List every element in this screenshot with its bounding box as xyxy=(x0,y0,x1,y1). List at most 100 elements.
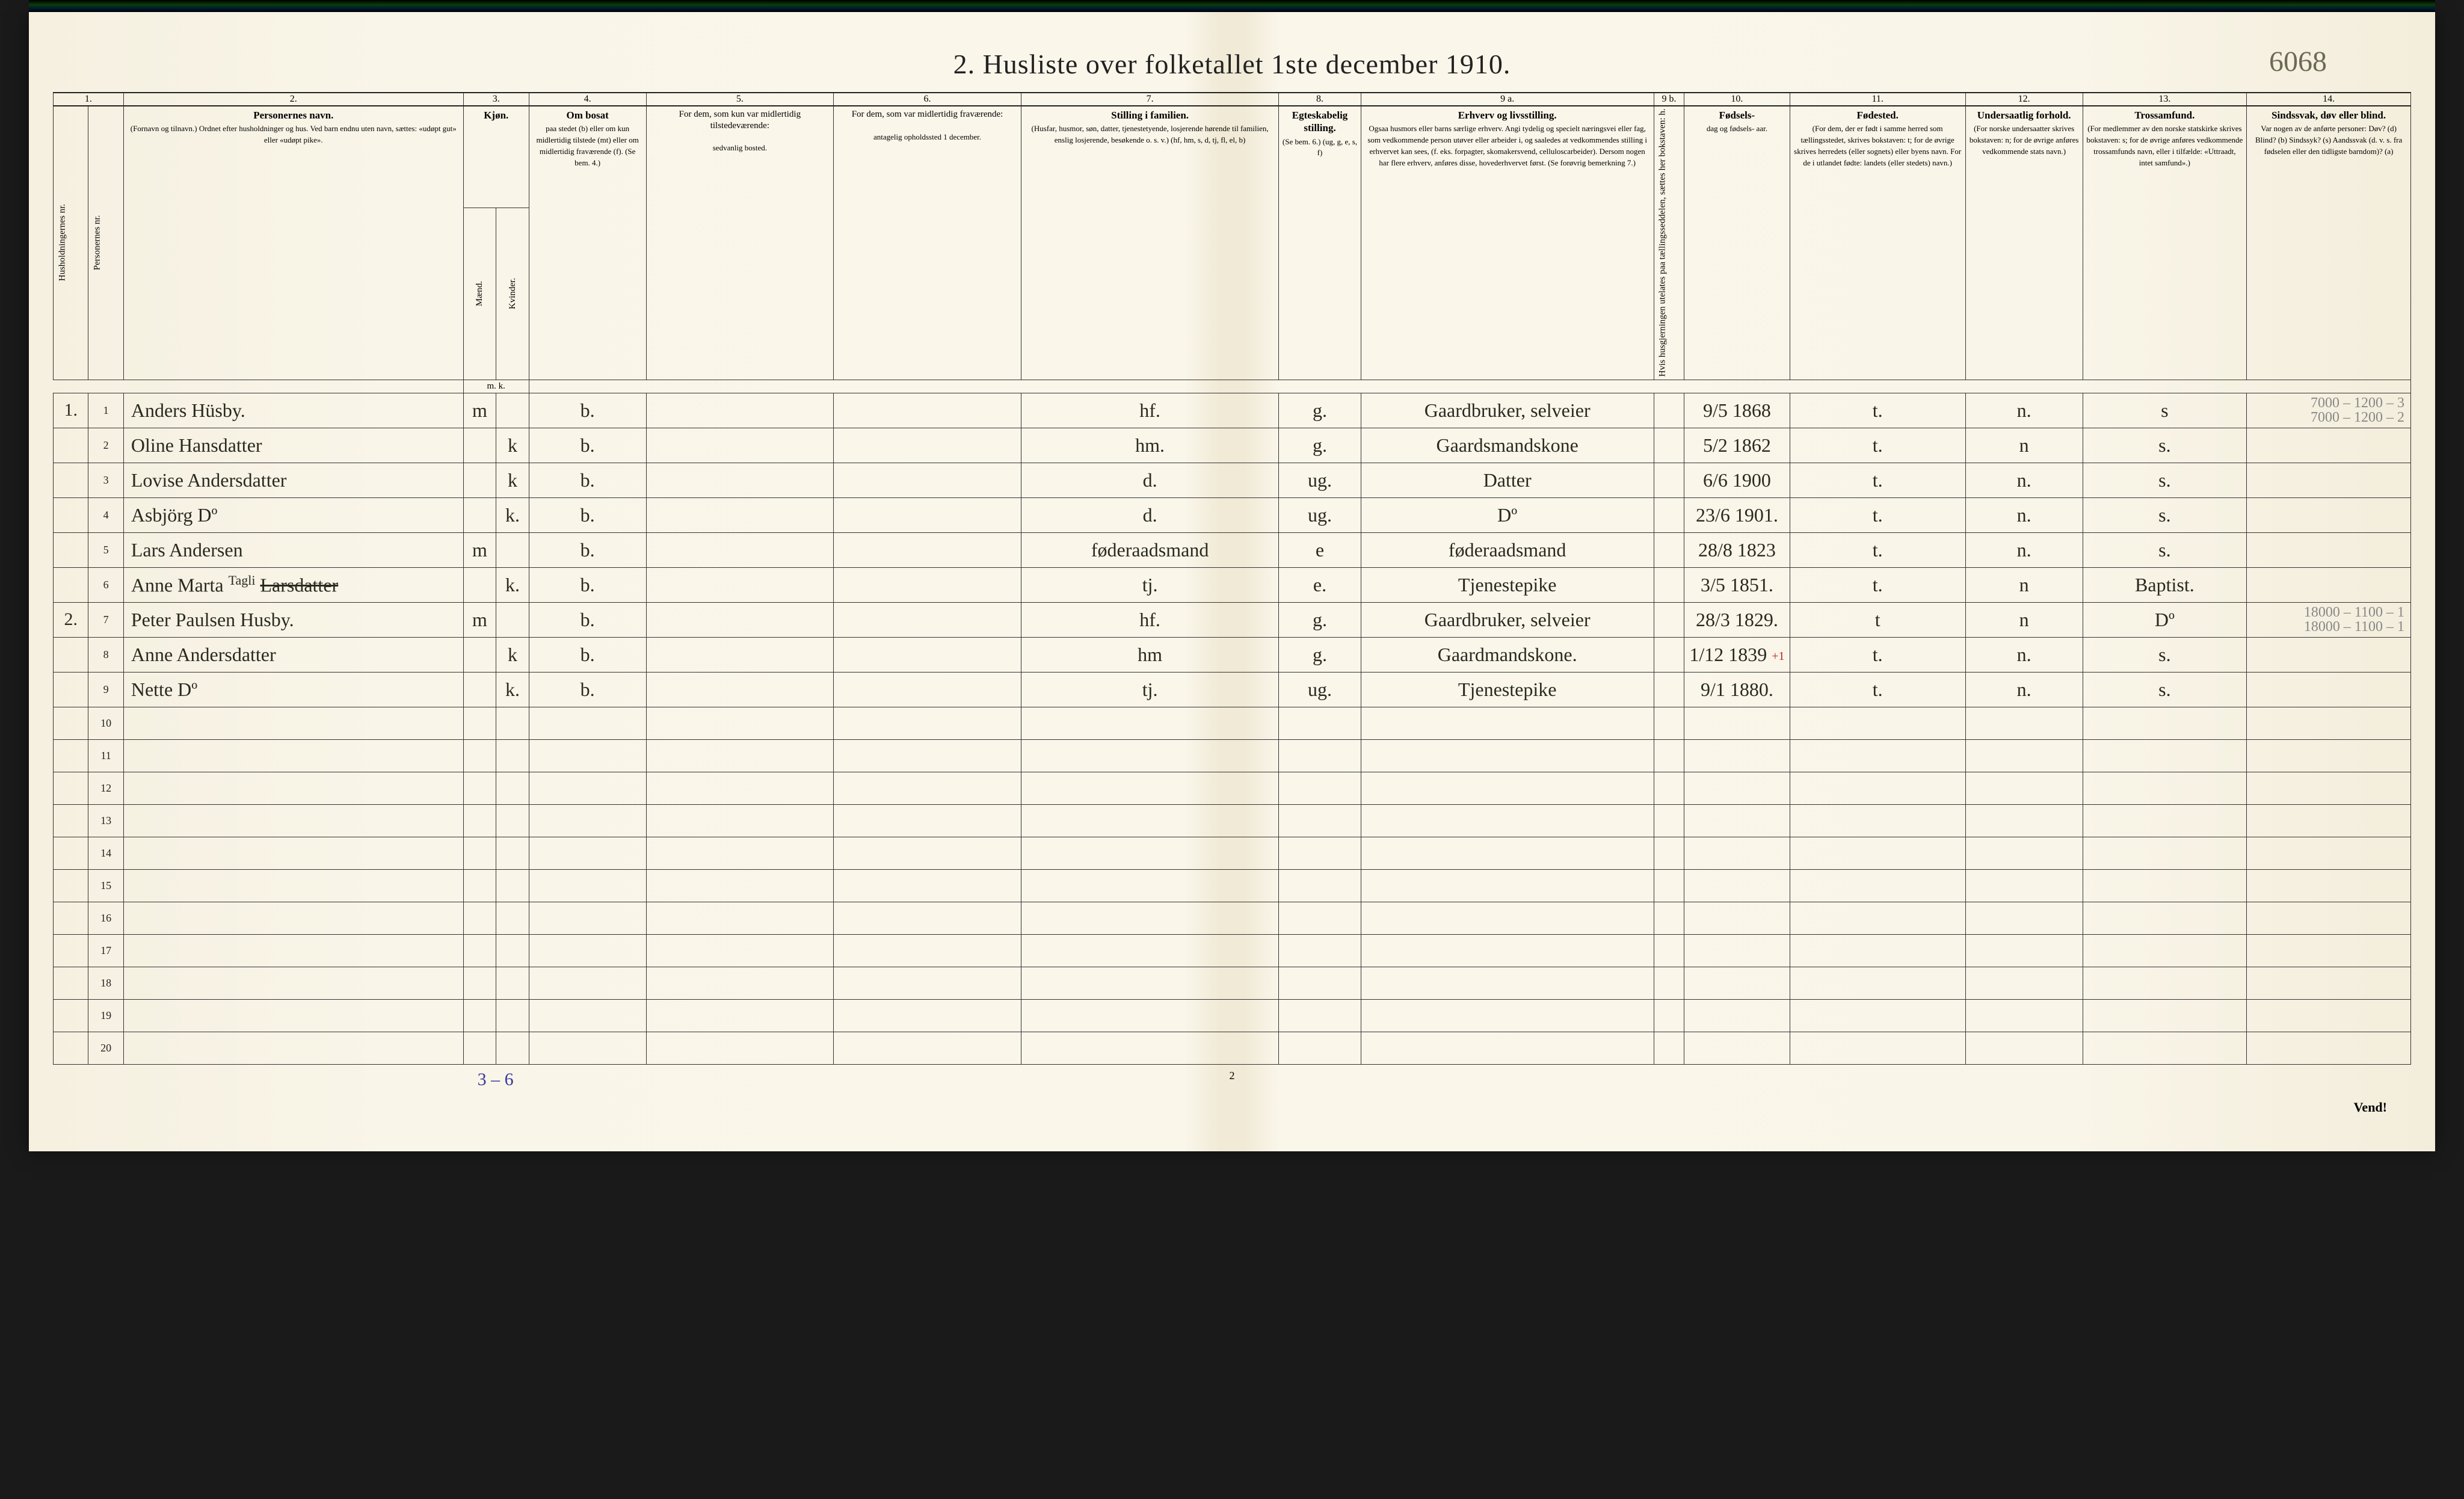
cell xyxy=(1790,804,1965,837)
cell xyxy=(646,532,834,567)
cell: t. xyxy=(1790,567,1965,602)
cell xyxy=(496,902,529,934)
cell: 16 xyxy=(88,902,123,934)
cell xyxy=(496,532,529,567)
cell xyxy=(463,1032,496,1064)
hdr-family-position: Stilling i familien. (Husfar, husmor, sø… xyxy=(1021,106,1279,380)
table-row-empty: 16 xyxy=(54,902,2411,934)
cell xyxy=(2083,869,2247,902)
cell: s. xyxy=(2083,672,2247,707)
empty-body: 1011121314151617181920 xyxy=(54,707,2411,1064)
cell xyxy=(496,1032,529,1064)
cell xyxy=(1684,869,1790,902)
cell xyxy=(2083,739,2247,772)
cell: 18 xyxy=(88,967,123,999)
cell xyxy=(1361,804,1654,837)
cell xyxy=(1790,869,1965,902)
cell xyxy=(1684,934,1790,967)
cell: s. xyxy=(2083,532,2247,567)
cell: 17 xyxy=(88,934,123,967)
cell: s. xyxy=(2083,428,2247,463)
colnum-12: 12. xyxy=(1965,93,2083,106)
table-row-empty: 20 xyxy=(54,1032,2411,1064)
table-row: 2Oline Hansdatterkb.hm.g.Gaardsmandskone… xyxy=(54,428,2411,463)
cell xyxy=(2247,428,2411,463)
colnum-10: 10. xyxy=(1684,93,1790,106)
cell xyxy=(1021,902,1279,934)
cell xyxy=(54,497,88,532)
cell: m xyxy=(463,532,496,567)
hdr-birthplace: Fødested. (For dem, der er født i samme … xyxy=(1790,106,1965,380)
cell xyxy=(529,999,646,1032)
cell xyxy=(834,672,1021,707)
cell xyxy=(496,967,529,999)
cell: g. xyxy=(1279,393,1361,428)
cell xyxy=(2083,1032,2247,1064)
cell: 9 xyxy=(88,672,123,707)
cell xyxy=(463,567,496,602)
cell xyxy=(2247,567,2411,602)
cell xyxy=(646,934,834,967)
cell xyxy=(646,567,834,602)
cell: b. xyxy=(529,567,646,602)
colnum-7: 7. xyxy=(1021,93,1279,106)
cell xyxy=(1021,999,1279,1032)
cell xyxy=(496,602,529,637)
cell xyxy=(834,804,1021,837)
cell: b. xyxy=(529,602,646,637)
cell xyxy=(54,999,88,1032)
cell xyxy=(529,902,646,934)
cell: s. xyxy=(2083,463,2247,497)
cell xyxy=(463,804,496,837)
cell xyxy=(646,772,834,804)
cell xyxy=(54,739,88,772)
colnum-3: 3. xyxy=(463,93,529,106)
cell xyxy=(1654,837,1684,869)
cell xyxy=(496,393,529,428)
header: 2. Husliste over folketallet 1ste decemb… xyxy=(53,48,2411,80)
cell xyxy=(1684,739,1790,772)
cell: 1. xyxy=(54,393,88,428)
cell xyxy=(2247,934,2411,967)
cell xyxy=(1684,772,1790,804)
cell xyxy=(834,393,1021,428)
hdr-female: Kvinder. xyxy=(496,208,529,380)
gender-tally: 3 – 6 xyxy=(478,1070,514,1115)
cell: føderaadsmand xyxy=(1021,532,1279,567)
cell: ug. xyxy=(1279,463,1361,497)
cell xyxy=(646,739,834,772)
cell xyxy=(529,707,646,739)
hdr-sex: Kjøn. xyxy=(463,106,529,208)
cell xyxy=(646,869,834,902)
table-row-empty: 11 xyxy=(54,739,2411,772)
sex-foot: m. k. xyxy=(54,380,2411,393)
cell: b. xyxy=(529,497,646,532)
cell xyxy=(2083,772,2247,804)
cell xyxy=(463,637,496,672)
cell xyxy=(463,869,496,902)
cell xyxy=(834,902,1021,934)
cell: 6 xyxy=(88,567,123,602)
cell: n. xyxy=(1965,672,2083,707)
cell: 7000 – 1200 – 37000 – 1200 – 2 xyxy=(2247,393,2411,428)
table-row: 1.1Anders Hüsby.mb.hf.g.Gaardbruker, sel… xyxy=(54,393,2411,428)
cell: 10 xyxy=(88,707,123,739)
cell xyxy=(1965,999,2083,1032)
cell xyxy=(1361,707,1654,739)
cell xyxy=(2247,463,2411,497)
cell: hm xyxy=(1021,637,1279,672)
cell: 1 xyxy=(88,393,123,428)
cell xyxy=(123,967,463,999)
cell: k. xyxy=(496,497,529,532)
colnum-5: 5. xyxy=(646,93,834,106)
table-row-empty: 13 xyxy=(54,804,2411,837)
turn-over-label: Vend! xyxy=(2354,1100,2387,1115)
cell xyxy=(646,463,834,497)
hdr-household-no: Husholdningernes nr. xyxy=(54,106,88,380)
cell xyxy=(123,707,463,739)
cell xyxy=(2247,902,2411,934)
cell: n xyxy=(1965,602,2083,637)
cell: b. xyxy=(529,393,646,428)
cell xyxy=(496,804,529,837)
cell xyxy=(1790,967,1965,999)
